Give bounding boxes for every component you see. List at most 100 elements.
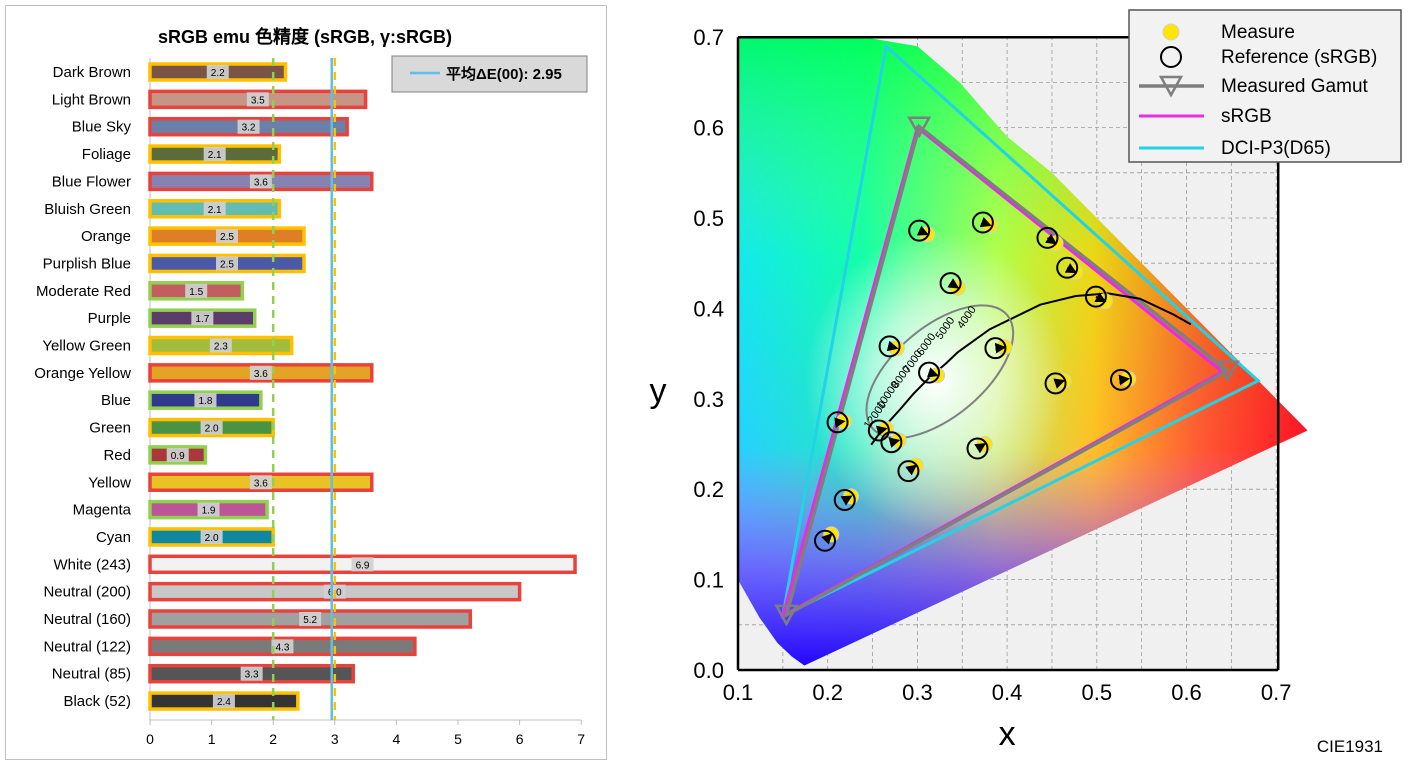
category-label: Bluish Green xyxy=(44,201,131,218)
measured-gamut-vertex-marker xyxy=(907,116,932,139)
x-tick-label: 0 xyxy=(146,731,154,747)
category-label: Yellow xyxy=(88,474,131,491)
category-label: Purplish Blue xyxy=(43,255,131,272)
reference-point xyxy=(833,489,856,512)
y-tick-label: 0.1 xyxy=(693,568,724,593)
data-label: 2.5 xyxy=(220,232,234,243)
data-label: 2.5 xyxy=(220,259,234,270)
data-label-bg xyxy=(246,92,269,107)
x-tick-label: 3 xyxy=(331,731,339,747)
deviation-arrow xyxy=(974,443,987,454)
data-label: 2.1 xyxy=(208,205,222,216)
reference-point xyxy=(971,211,994,234)
data-label: 0.9 xyxy=(171,451,185,462)
x-tick-label: 0.2 xyxy=(812,680,843,705)
y-tick-label: 0.3 xyxy=(693,387,724,412)
deviation-arrow xyxy=(947,278,960,289)
category-label: Blue xyxy=(101,392,131,409)
category-label: Purple xyxy=(88,310,131,327)
data-label-bg xyxy=(216,256,238,271)
measured-gamut-triangle xyxy=(783,123,1231,619)
y-tick-label: 0.0 xyxy=(693,658,724,683)
deviation-arrow xyxy=(1118,374,1130,386)
data-label-bg xyxy=(351,557,374,572)
data-label-bg xyxy=(194,393,217,408)
data-label-bg xyxy=(249,365,272,380)
reference-point xyxy=(1044,372,1067,395)
data-label: 3.6 xyxy=(254,177,268,188)
reference-point xyxy=(918,361,941,384)
reference-point xyxy=(1056,256,1079,279)
y-tick-label: 0.6 xyxy=(693,116,724,141)
deviation-arrow xyxy=(840,495,853,506)
legend-label: DCI-P3(D65) xyxy=(1221,138,1331,159)
data-label-bg xyxy=(271,639,294,654)
legend-label: sRGB xyxy=(1221,106,1272,127)
reference-point xyxy=(826,411,849,434)
legend-box xyxy=(391,55,588,93)
deviation-arrow xyxy=(821,533,833,545)
x-tick-label: 0.6 xyxy=(1171,680,1202,705)
figure-caption: CIE1931 xyxy=(1317,737,1383,756)
reference-point xyxy=(897,460,920,483)
y-axis-title: y xyxy=(650,372,667,410)
dci-p3-gamut-triangle xyxy=(780,43,1261,619)
y-tick-label: 0.2 xyxy=(693,477,724,502)
chart-title: sRGB emu 色精度 (sRGB, γ:sRGB) xyxy=(158,26,452,47)
legend-label: Reference (sRGB) xyxy=(1221,47,1377,68)
planckian-locus xyxy=(870,292,1192,446)
x-tick-label: 0.4 xyxy=(992,680,1023,705)
deviation-arrow xyxy=(926,367,939,378)
category-label: White (243) xyxy=(53,556,131,573)
data-label-bg xyxy=(203,147,226,162)
category-label: Neutral (122) xyxy=(43,638,131,655)
data-label: 3.6 xyxy=(254,369,268,380)
category-label: Moderate Red xyxy=(36,283,131,300)
cct-ellipse xyxy=(865,304,1015,439)
data-label: 3.5 xyxy=(251,95,265,106)
data-label-bg xyxy=(185,283,208,298)
deviation-arrow xyxy=(834,417,846,429)
delta-e-bar-chart: sRGB emu 色精度 (sRGB, γ:sRGB) 0 1 2 3 4 5 6 7 Dark … xyxy=(34,26,588,747)
data-label: 1.7 xyxy=(195,314,209,325)
category-label: Magenta xyxy=(73,502,132,519)
deviation-arrow xyxy=(994,342,1007,354)
legend-label: Measured Gamut xyxy=(1221,76,1369,97)
category-label: Blue Flower xyxy=(52,173,131,190)
data-label-bg xyxy=(200,420,223,435)
x-tick-label: 4 xyxy=(393,731,401,747)
measured-gamut-vertex-marker xyxy=(774,604,799,627)
data-label: 2.0 xyxy=(205,533,219,544)
category-label: Dark Brown xyxy=(53,64,131,81)
measured-gamut-vertex-marker xyxy=(1215,360,1240,383)
x-tick-label: 6 xyxy=(516,731,524,747)
category-label: Neutral (85) xyxy=(52,666,131,683)
x-tick-label: 0.5 xyxy=(1082,680,1113,705)
reference-point xyxy=(908,219,931,242)
data-label: 2.0 xyxy=(205,424,219,435)
data-label-bg xyxy=(200,529,223,544)
category-label: Orange xyxy=(81,228,131,245)
category-label: Neutral (160) xyxy=(43,611,131,628)
data-label-bg xyxy=(299,612,322,626)
legend-label: Measure xyxy=(1221,22,1295,43)
data-label: 5.2 xyxy=(303,615,317,626)
deviation-arrow xyxy=(1045,233,1058,245)
data-label-bg xyxy=(191,311,214,326)
deviation-arrow xyxy=(875,425,888,437)
reference-point xyxy=(878,335,901,358)
deviation-arrow xyxy=(916,225,929,236)
category-label: Yellow Green xyxy=(42,338,131,355)
deviation-arrow xyxy=(905,464,918,476)
deviation-arrow xyxy=(1053,378,1066,389)
data-label: 1.9 xyxy=(202,506,216,517)
x-tick-label: 0.1 xyxy=(723,680,754,705)
data-label: 3.6 xyxy=(254,478,268,489)
cie1931-chromaticity-chart: 0.1 0.2 0.3 0.4 0.5 0.6 0.70.00.10.20.30.40.50… xyxy=(650,9,1402,756)
data-label-bg xyxy=(249,174,272,189)
category-label: Cyan xyxy=(96,529,131,546)
legend-gamut-triangle xyxy=(1158,75,1184,98)
legend-label: 平均ΔE(00): 2.95 xyxy=(446,65,562,83)
data-label: 1.8 xyxy=(198,396,212,407)
data-label: 1.5 xyxy=(189,287,203,298)
